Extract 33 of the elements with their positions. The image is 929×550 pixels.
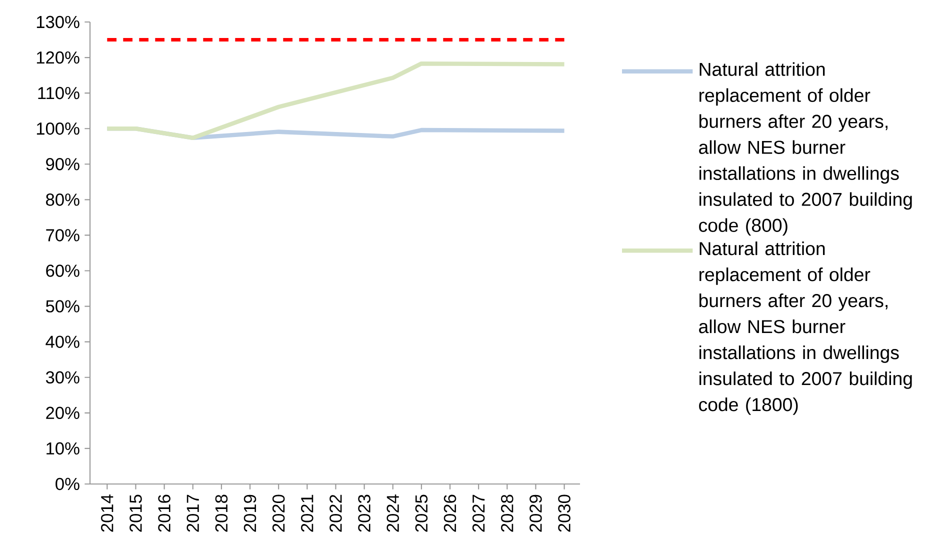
y-tick-label: 80% <box>46 194 80 206</box>
legend-label: Natural attrition replacement of older burners after 20 years, allow NES burner installations in dwellings insulated to 2007 building code (1800) <box>699 242 912 415</box>
x-tick-label: 2024 <box>386 494 399 532</box>
y-tick-label: 0% <box>56 478 80 490</box>
x-tick-label: 2025 <box>415 494 428 532</box>
x-tick-label: 2015 <box>130 494 142 532</box>
x-tick-label: 2019 <box>244 494 256 532</box>
x-tick-label: 2026 <box>444 494 456 532</box>
y-tick-label: 40% <box>46 336 80 348</box>
x-tick-label: 2027 <box>472 494 485 532</box>
y-tick-label: 60% <box>46 264 80 277</box>
x-tick-label: 2022 <box>330 494 342 532</box>
y-tick-label: 30% <box>46 371 80 384</box>
legend-label: Natural attrition replacement of older burners after 20 years, allow NES burner installations in dwellings insulated to 2007 building code (800) <box>699 62 912 236</box>
y-tick-label: 130% <box>36 16 80 28</box>
x-tick-label: 2030 <box>558 494 570 532</box>
x-tick-label: 2020 <box>272 494 285 532</box>
x-tick-label: 2023 <box>358 494 370 532</box>
x-tick-label: 2021 <box>301 494 314 532</box>
x-tick-label: 2018 <box>215 494 228 532</box>
x-tick-label: 2029 <box>530 494 542 532</box>
y-tick-label: 70% <box>46 229 80 242</box>
x-tick-label: 2028 <box>501 494 514 532</box>
y-tick-label: 100% <box>36 122 80 135</box>
y-tick-label: 20% <box>46 406 80 420</box>
y-tick-label: 110% <box>38 86 80 100</box>
y-tick-label: 90% <box>46 158 80 170</box>
x-tick-label: 2014 <box>101 494 114 532</box>
y-tick-label: 10% <box>46 442 80 455</box>
y-tick-label: 120% <box>36 51 80 64</box>
y-tick-label: 50% <box>46 300 80 312</box>
x-tick-label: 2017 <box>186 494 199 532</box>
x-tick-label: 2016 <box>158 494 170 532</box>
